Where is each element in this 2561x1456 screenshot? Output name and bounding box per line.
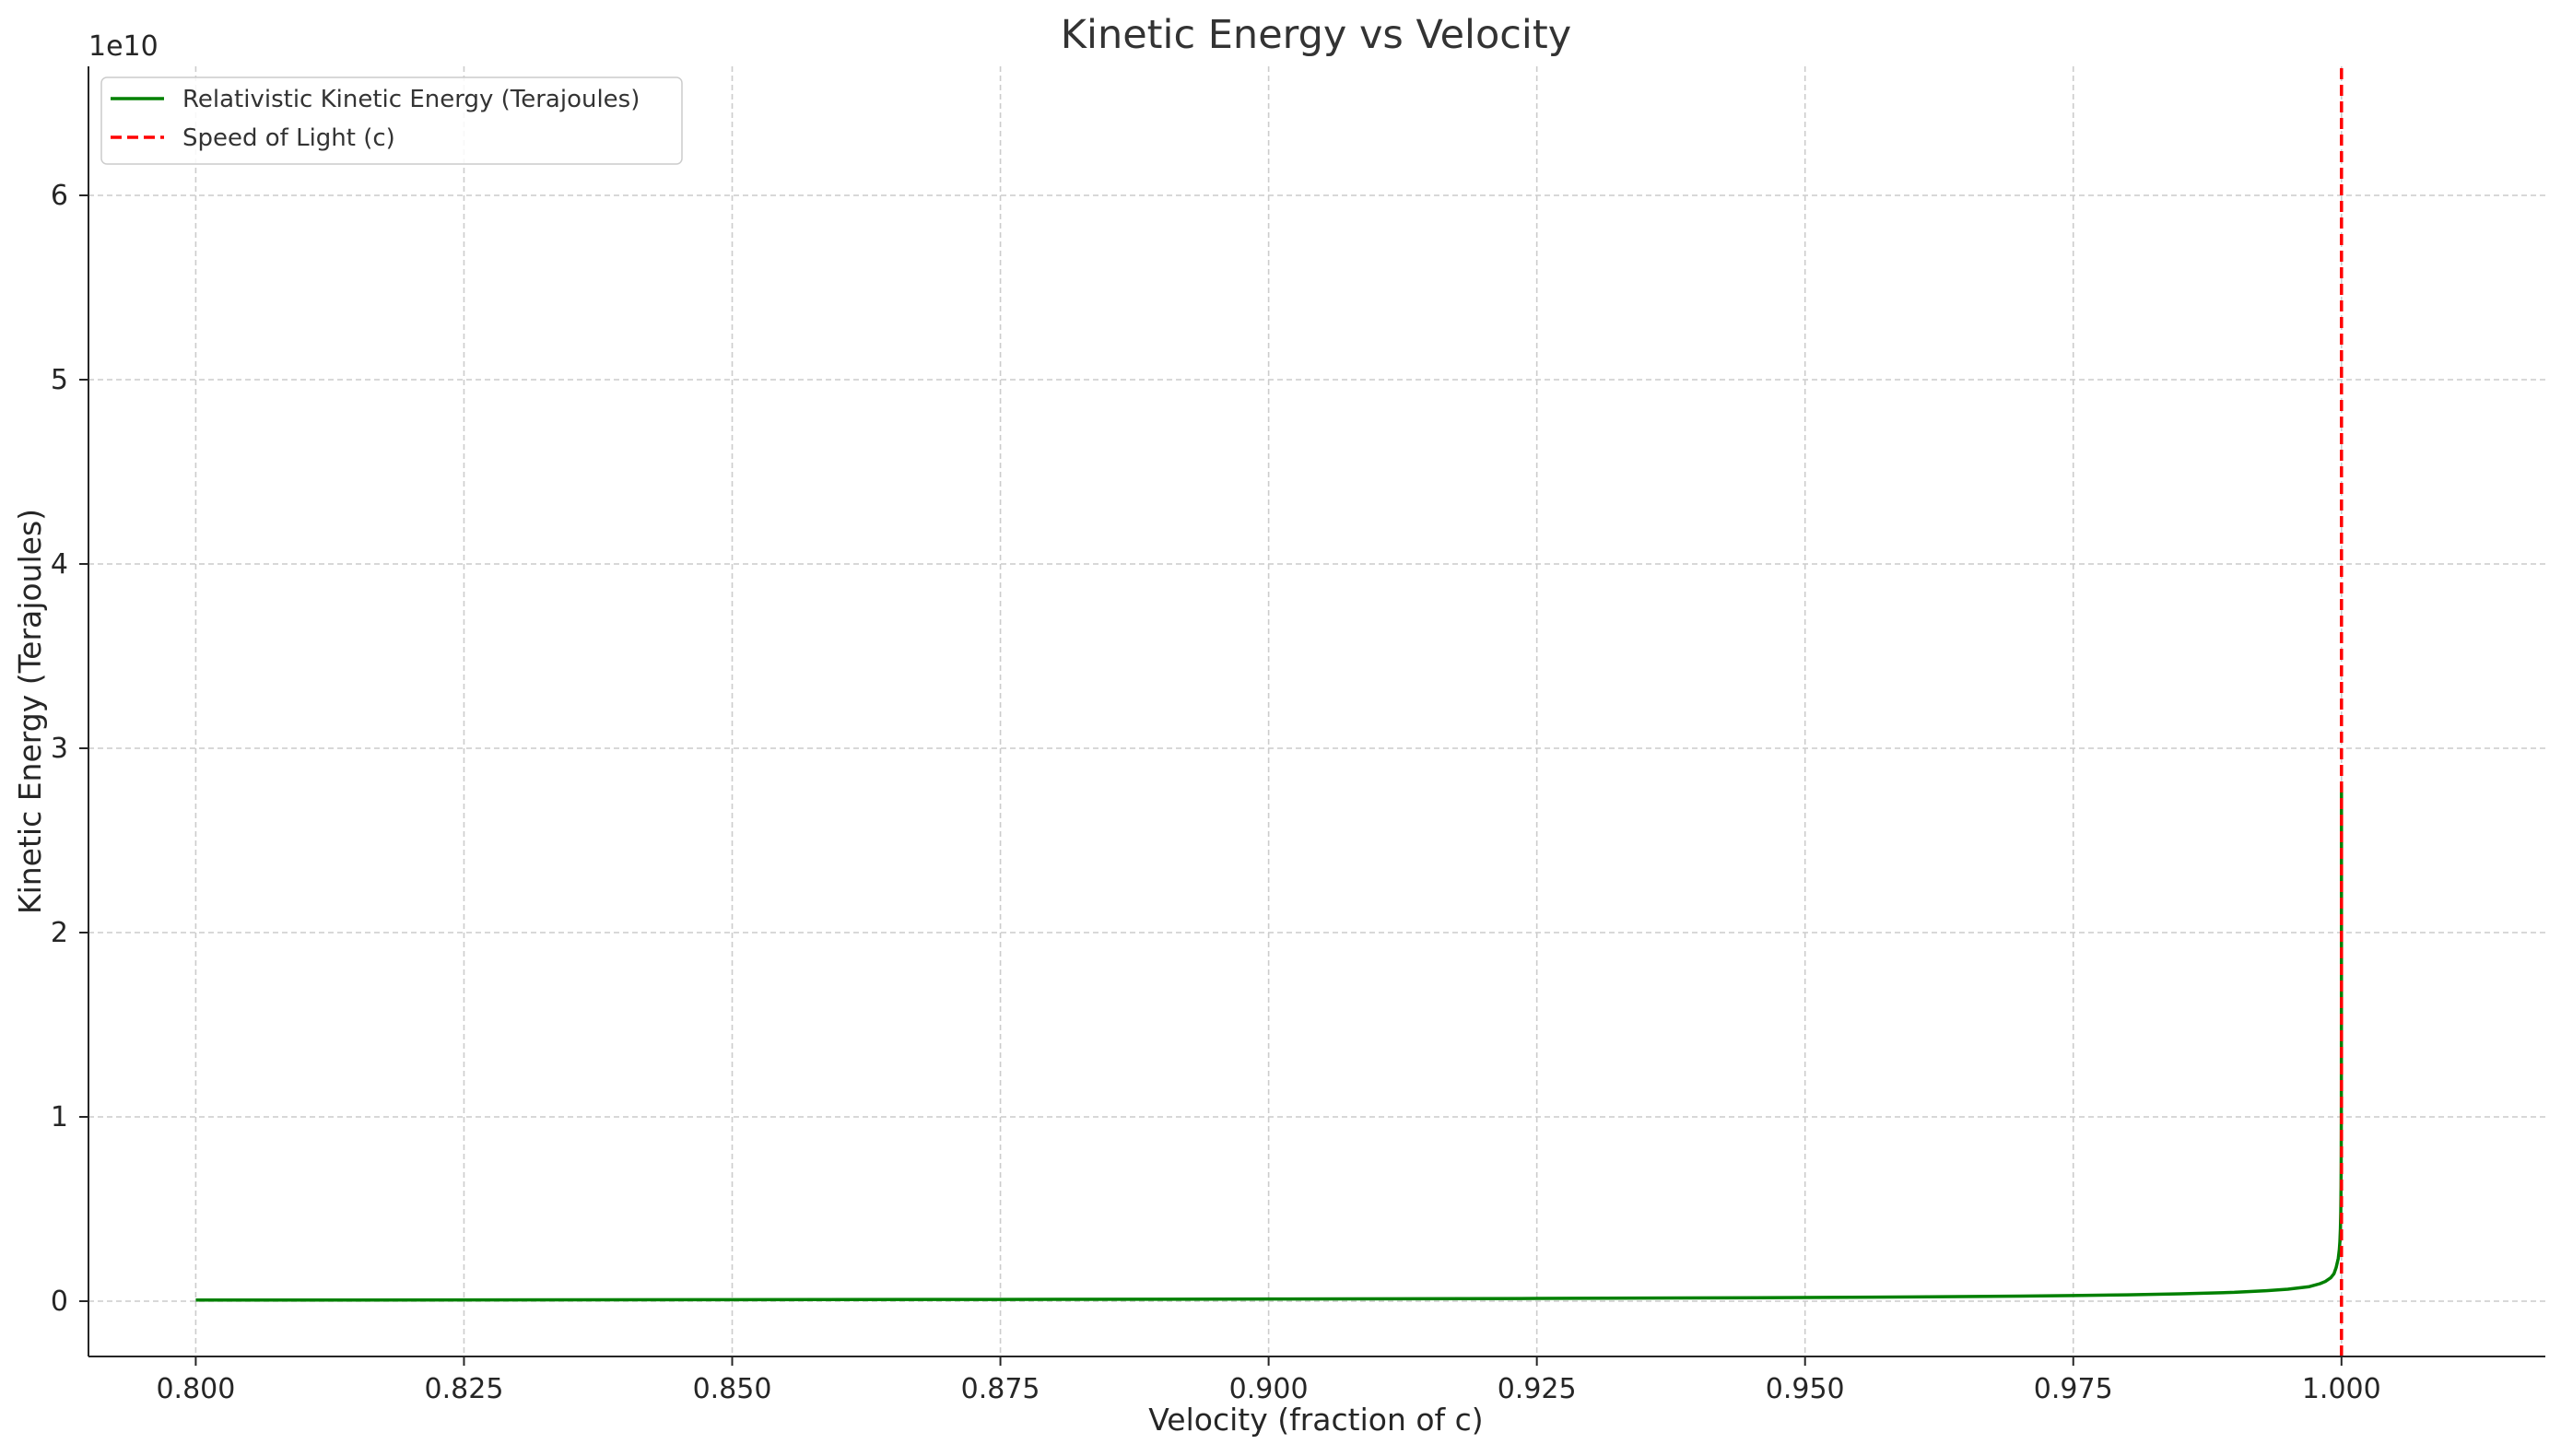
x-tick-label: 1.000 <box>2302 1373 2381 1405</box>
legend: Relativistic Kinetic Energy (Terajoules)… <box>100 76 683 165</box>
chart-title: Kinetic Energy vs Velocity <box>1061 12 1571 58</box>
y-tick-label: 4 <box>51 548 68 581</box>
grid-layer <box>88 66 2545 1356</box>
x-tick-label: 0.825 <box>425 1373 504 1405</box>
y-tick-label: 6 <box>51 180 68 212</box>
x-axis-label: Velocity (fraction of c) <box>1148 1402 1483 1438</box>
x-tick-label: 0.950 <box>1766 1373 1845 1405</box>
x-tick-label: 0.975 <box>2034 1373 2113 1405</box>
x-tick-label: 0.875 <box>961 1373 1040 1405</box>
y-tick-label: 2 <box>51 917 68 949</box>
x-tick-label: 0.800 <box>156 1373 235 1405</box>
y-axis-label: Kinetic Energy (Terajoules) <box>12 509 48 914</box>
x-tick-label: 0.925 <box>1498 1373 1577 1405</box>
legend-box <box>100 76 683 165</box>
series-layer <box>195 66 2344 1356</box>
x-ticks: 0.800 0.825 0.850 0.875 0.900 0.925 0.950 0.975… <box>156 1356 2381 1405</box>
y-tick-label: 1 <box>51 1101 68 1133</box>
y-tick-label: 3 <box>51 733 68 765</box>
y-offset-label: 1e10 <box>88 30 159 63</box>
x-tick-label: 0.850 <box>693 1373 772 1405</box>
x-tick-label: 0.900 <box>1229 1373 1309 1405</box>
y-tick-label: 0 <box>51 1286 68 1318</box>
y-ticks: 0 1 2 3 4 5 6 <box>51 180 88 1318</box>
legend-label-c: Speed of Light (c) <box>182 124 395 152</box>
legend-label-ke: Relativistic Kinetic Energy (Terajoules) <box>182 86 640 113</box>
y-tick-label: 5 <box>51 364 68 396</box>
